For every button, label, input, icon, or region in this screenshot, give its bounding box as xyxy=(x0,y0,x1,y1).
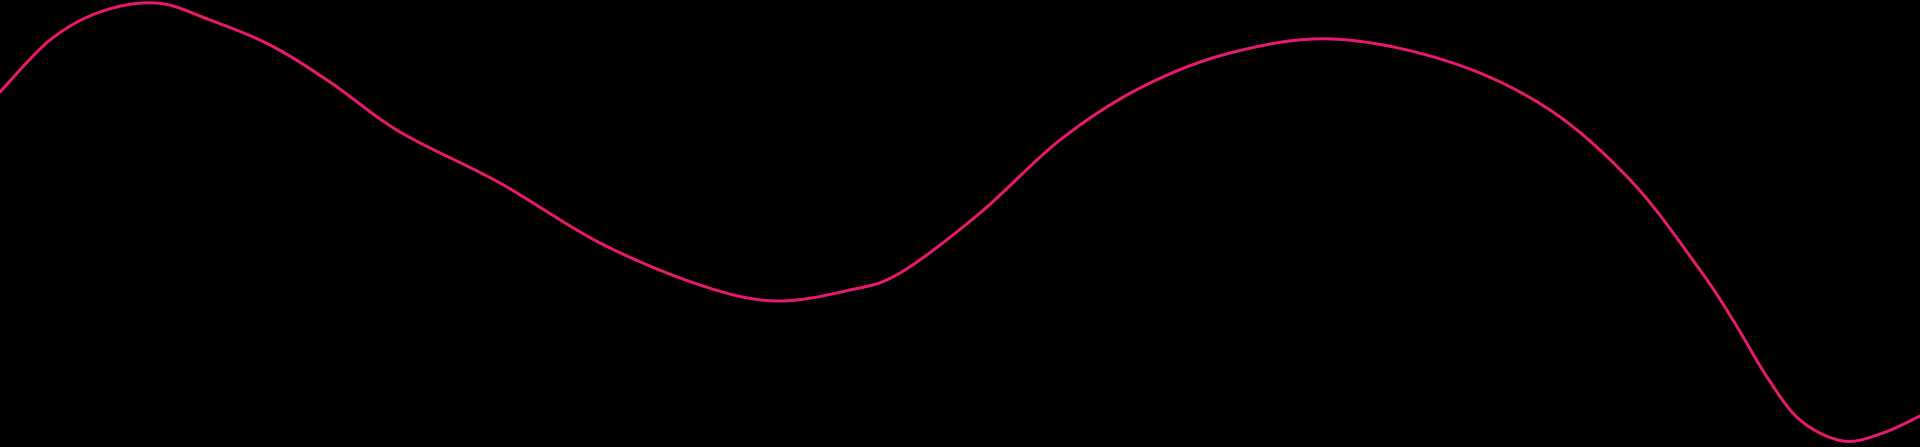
curve-path xyxy=(0,1,1920,443)
chart-background xyxy=(0,0,1920,447)
curve-svg xyxy=(0,0,1920,447)
line-chart xyxy=(0,0,1920,447)
